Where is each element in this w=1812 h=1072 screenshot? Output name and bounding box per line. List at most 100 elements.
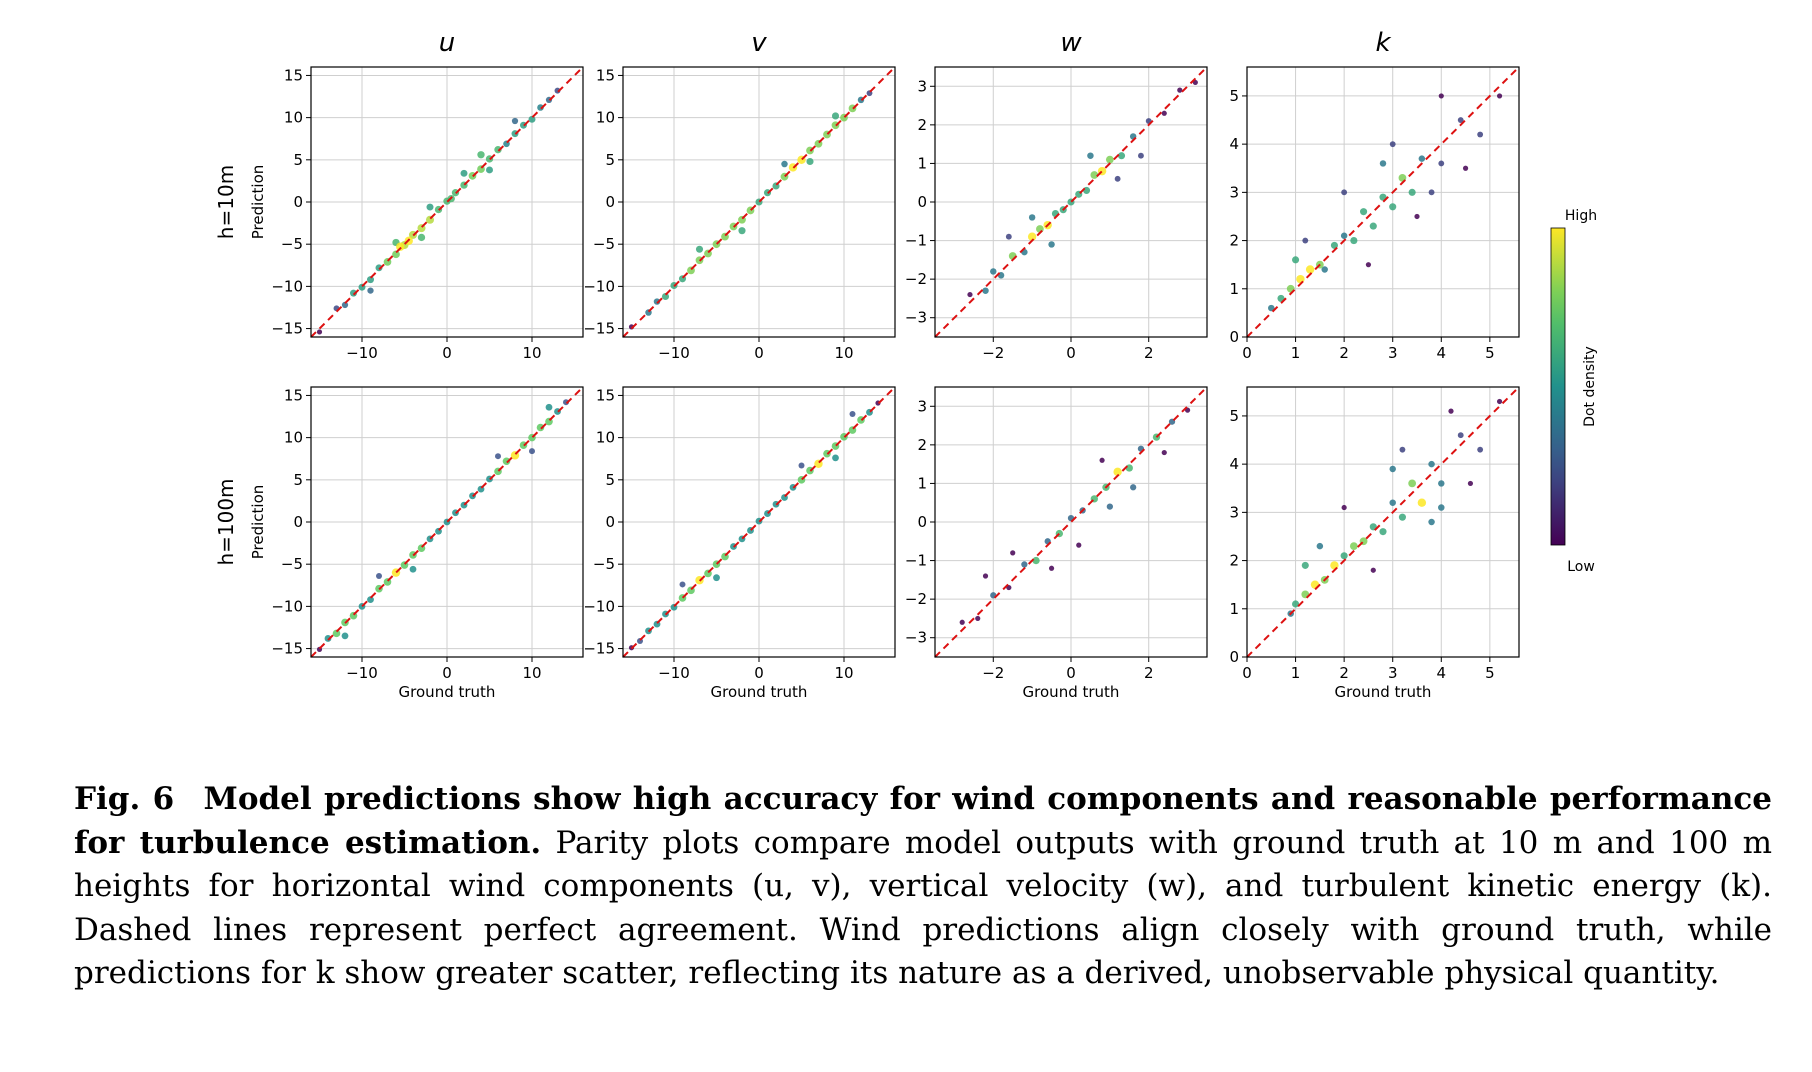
y-tick-label: 2: [917, 116, 927, 134]
data-point-k-0: [1408, 188, 1416, 196]
y-tick-label: −10: [583, 277, 615, 295]
data-point-u-1: [529, 448, 535, 455]
parity-reference-line-u-0: [310, 66, 584, 338]
data-point-v-0: [781, 160, 788, 168]
y-tick-label: 5: [293, 151, 303, 169]
y-tick-label: 0: [605, 193, 615, 211]
data-point-w-0: [1177, 87, 1183, 93]
colorbar: [1550, 227, 1566, 546]
data-point-u-0: [537, 104, 544, 111]
data-point-k-1: [1399, 446, 1406, 453]
y-tick-label: −15: [271, 640, 303, 658]
parity-reference-line-w-1: [934, 386, 1208, 658]
y-tick-label: 10: [596, 109, 615, 127]
data-point-u-0: [375, 264, 383, 272]
data-point-w-1: [1125, 464, 1133, 472]
x-tick-label: 2: [1339, 344, 1349, 362]
parity-reference-line-k-1: [1246, 386, 1520, 658]
y-tick-label: −3: [905, 629, 927, 647]
data-point-k-0: [1389, 141, 1396, 148]
data-point-u-1: [376, 573, 382, 579]
data-point-w-0: [1027, 232, 1037, 241]
data-point-u-0: [511, 117, 519, 125]
data-point-k-0: [1438, 93, 1444, 99]
y-tick-label: 15: [596, 386, 615, 404]
data-point-v-1: [832, 454, 839, 462]
y-tick-label: 5: [1229, 407, 1239, 425]
data-point-k-0: [1268, 304, 1275, 312]
data-point-w-0: [982, 287, 989, 294]
y-tick-label: −5: [593, 555, 615, 573]
panel-frame-k-1: [1246, 386, 1520, 658]
x-tick-label: −10: [658, 344, 690, 362]
data-point-w-0: [1138, 152, 1144, 159]
data-point-w-1: [1113, 467, 1122, 477]
y-tick-label: −10: [271, 277, 303, 295]
y-tick-label: 5: [605, 151, 615, 169]
data-point-k-1: [1370, 567, 1376, 573]
data-point-k-0: [1305, 265, 1315, 274]
x-tick-label: 1: [1291, 344, 1301, 362]
data-point-w-1: [959, 619, 965, 625]
data-point-w-0: [1105, 155, 1114, 164]
x-tick-label: 3: [1388, 664, 1398, 682]
data-point-u-1: [495, 453, 501, 460]
y-tick-label: 15: [284, 386, 303, 404]
data-point-w-0: [967, 291, 973, 298]
data-point-k-0: [1457, 117, 1464, 123]
data-point-k-1: [1316, 542, 1324, 550]
data-point-u-1: [545, 403, 553, 411]
y-tick-label: 3: [917, 397, 927, 415]
x-tick-label: 1: [1291, 664, 1301, 682]
data-point-u-0: [341, 301, 349, 309]
y-tick-label: 0: [1229, 328, 1239, 346]
y-tick-label: −10: [271, 597, 303, 615]
y-tick-label: 15: [596, 66, 615, 84]
x-tick-label: −10: [346, 664, 378, 682]
data-point-k-0: [1428, 189, 1435, 196]
y-tick-label: 4: [1229, 455, 1239, 473]
data-point-k-0: [1365, 262, 1372, 268]
x-tick-label: −10: [346, 344, 378, 362]
column-title-u: u: [439, 28, 455, 58]
data-point-k-1: [1417, 498, 1427, 507]
data-point-v-0: [806, 157, 814, 166]
data-point-u-1: [536, 423, 545, 432]
data-point-u-0: [477, 151, 485, 159]
data-point-u-1: [332, 629, 341, 638]
x-tick-label: 0: [754, 664, 764, 682]
data-point-k-1: [1292, 600, 1300, 608]
data-point-k-1: [1477, 446, 1484, 453]
parity-reference-line-w-0: [934, 66, 1208, 338]
x-tick-label: 10: [522, 664, 541, 682]
y-tick-label: 2: [1229, 552, 1239, 570]
data-point-k-0: [1341, 189, 1348, 196]
data-point-k-1: [1448, 408, 1454, 414]
data-point-k-1: [1496, 398, 1503, 405]
data-point-w-1: [1161, 449, 1167, 456]
figure-number: Fig. 6: [74, 781, 175, 817]
data-point-k-0: [1292, 256, 1300, 264]
x-tick-label: 10: [522, 344, 541, 362]
x-tick-label: −2: [982, 344, 1004, 362]
data-point-w-0: [1087, 152, 1094, 159]
data-point-w-1: [1048, 565, 1055, 571]
data-point-u-0: [392, 250, 400, 259]
y-tick-label: 5: [293, 471, 303, 489]
data-point-u-1: [324, 635, 332, 642]
colorbar-title: Dot density: [1582, 346, 1598, 427]
data-point-k-1: [1379, 528, 1387, 536]
y-tick-label: 0: [917, 513, 927, 531]
data-point-k-1: [1408, 479, 1417, 488]
x-tick-label: 2: [1144, 664, 1154, 682]
data-point-k-1: [1341, 504, 1347, 511]
y-tick-label: 1: [917, 474, 927, 492]
x-tick-label: 0: [1242, 664, 1252, 682]
y-tick-label: 0: [605, 513, 615, 531]
parity-reference-line-v-1: [622, 386, 896, 658]
data-point-w-0: [1005, 233, 1012, 240]
y-tick-label: −3: [905, 309, 927, 327]
data-point-u-0: [460, 169, 468, 177]
y-tick-label: −2: [905, 590, 927, 608]
data-point-k-1: [1389, 465, 1396, 473]
